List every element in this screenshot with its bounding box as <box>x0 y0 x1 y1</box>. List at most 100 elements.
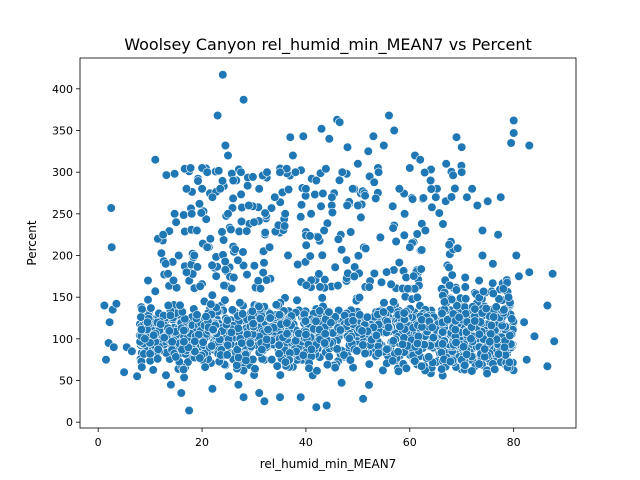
data-point <box>542 361 553 371</box>
data-point <box>444 262 454 273</box>
data-point <box>416 264 426 274</box>
data-point <box>179 337 189 347</box>
data-point <box>388 336 398 346</box>
data-point <box>417 361 427 371</box>
data-point <box>259 396 270 406</box>
data-point <box>249 217 259 227</box>
data-point <box>491 302 501 312</box>
data-point <box>192 310 202 320</box>
data-point <box>400 209 410 219</box>
data-point <box>445 280 455 291</box>
data-point <box>353 200 363 211</box>
data-point <box>353 251 364 261</box>
data-point <box>498 284 508 294</box>
data-point <box>219 280 229 291</box>
data-point <box>412 229 422 239</box>
data-point <box>519 317 529 327</box>
data-point <box>165 310 175 320</box>
data-point <box>504 357 515 367</box>
data-point <box>236 216 247 227</box>
data-point <box>345 355 356 365</box>
data-point <box>267 355 277 365</box>
data-point <box>460 360 470 370</box>
data-point <box>339 350 349 360</box>
data-point <box>241 355 251 366</box>
data-point <box>311 175 321 186</box>
data-point <box>457 142 467 152</box>
data-point <box>524 140 534 151</box>
data-point <box>158 230 168 240</box>
data-point <box>195 353 205 363</box>
data-point <box>136 325 147 335</box>
data-point <box>146 303 156 313</box>
data-point <box>167 337 177 347</box>
data-point <box>511 250 521 261</box>
x-tick-label: 60 <box>403 436 417 449</box>
data-point <box>371 330 382 341</box>
data-point <box>426 184 436 194</box>
data-point <box>161 370 171 380</box>
data-point <box>280 209 290 219</box>
data-point <box>243 181 253 191</box>
data-point <box>293 259 303 270</box>
data-point <box>319 225 329 236</box>
data-point <box>466 334 476 344</box>
data-point <box>322 360 333 370</box>
data-point <box>175 300 185 310</box>
data-point <box>379 298 389 308</box>
data-point <box>280 357 291 367</box>
data-point <box>493 349 504 359</box>
data-point <box>298 131 308 141</box>
data-point <box>369 268 380 279</box>
data-point <box>467 366 477 376</box>
data-point <box>179 210 189 220</box>
data-point <box>254 388 264 398</box>
data-point <box>179 325 189 336</box>
data-point <box>263 325 273 335</box>
data-point <box>207 290 217 300</box>
data-point <box>371 193 381 203</box>
data-point <box>393 366 404 376</box>
data-point <box>403 284 413 294</box>
data-point <box>296 212 306 222</box>
data-point <box>258 268 268 278</box>
data-point <box>262 275 272 285</box>
y-tick-label: 300 <box>52 166 73 179</box>
data-point <box>322 400 332 411</box>
data-point <box>99 300 109 311</box>
data-point <box>285 132 295 142</box>
x-axis-label: rel_humid_min_MEAN7 <box>260 457 397 471</box>
data-point <box>170 169 180 179</box>
data-point <box>412 339 423 349</box>
data-point <box>388 201 398 211</box>
data-point <box>450 325 460 335</box>
data-point <box>296 392 306 402</box>
data-point <box>488 288 498 299</box>
data-point <box>150 155 160 165</box>
data-point <box>389 125 399 136</box>
data-point <box>333 281 343 291</box>
data-point <box>190 336 200 346</box>
data-point <box>499 305 509 315</box>
data-point <box>181 184 192 194</box>
data-point <box>171 352 181 362</box>
data-point <box>549 336 559 346</box>
data-point <box>395 321 405 332</box>
data-point <box>163 269 173 279</box>
data-point <box>401 272 411 283</box>
x-tick-label: 0 <box>95 436 102 449</box>
data-point <box>505 331 515 341</box>
data-point <box>137 362 147 372</box>
data-point <box>420 225 431 236</box>
data-point <box>181 267 192 277</box>
data-point <box>156 248 166 258</box>
data-point <box>301 330 311 340</box>
data-point <box>352 346 362 356</box>
data-point <box>330 363 340 373</box>
data-point <box>220 256 230 267</box>
data-point <box>389 297 399 307</box>
data-point <box>142 317 153 327</box>
data-point <box>420 167 430 178</box>
data-point <box>306 209 316 219</box>
data-point <box>318 188 328 199</box>
